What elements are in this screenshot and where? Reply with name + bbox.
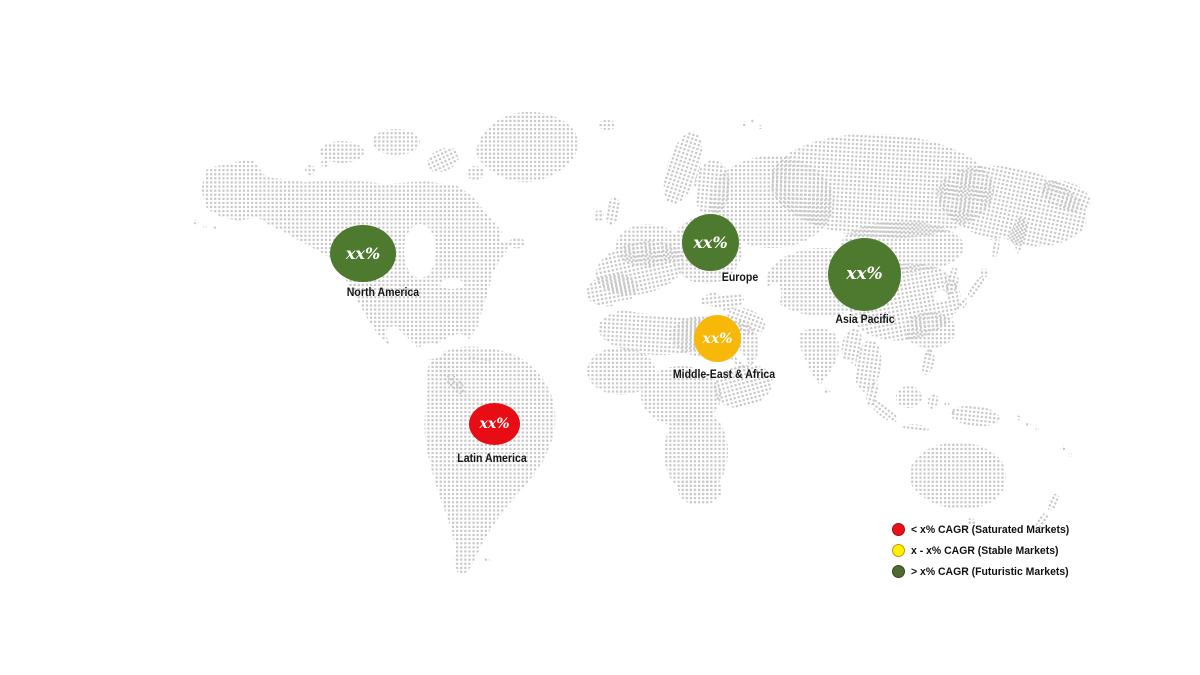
region-value: xx% bbox=[345, 243, 381, 263]
region-bubble-north-america: xx% bbox=[330, 225, 396, 282]
sea-cutouts bbox=[404, 187, 1016, 431]
legend-marker-saturated-icon bbox=[892, 523, 905, 536]
continents bbox=[201, 131, 1091, 575]
islands bbox=[193, 111, 1072, 563]
legend-item-label: > x% CAGR (Futuristic Markets) bbox=[911, 565, 1069, 578]
region-bubble-asia-pacific: xx% bbox=[828, 238, 901, 311]
legend-item-futuristic: > x% CAGR (Futuristic Markets) bbox=[892, 565, 1078, 578]
region-value: xx% bbox=[846, 264, 883, 284]
legend-item-label: < x% CAGR (Saturated Markets) bbox=[911, 523, 1070, 536]
region-bubble-europe: xx% bbox=[682, 214, 739, 271]
region-bubble-middle-east-africa: xx% bbox=[694, 315, 741, 362]
legend-item-label: x - x% CAGR (Stable Markets) bbox=[911, 544, 1059, 557]
region-label-latin-america: Latin America bbox=[457, 451, 527, 465]
region-value: xx% bbox=[702, 330, 733, 347]
region-bubble-latin-america: xx% bbox=[469, 403, 520, 445]
legend-item-stable: x - x% CAGR (Stable Markets) bbox=[892, 544, 1078, 557]
region-label-middle-east-africa: Middle-East & Africa bbox=[672, 367, 776, 381]
legend-marker-stable-icon bbox=[892, 544, 905, 557]
legend: < x% CAGR (Saturated Markets) x - x% CAG… bbox=[892, 523, 1078, 578]
region-value: xx% bbox=[479, 416, 510, 432]
region-label-asia-pacific: Asia Pacific bbox=[835, 312, 895, 326]
region-value: xx% bbox=[693, 232, 728, 252]
region-label-north-america: North America bbox=[346, 285, 420, 299]
legend-item-saturated: < x% CAGR (Saturated Markets) bbox=[892, 523, 1078, 536]
region-label-europe: Europe bbox=[721, 270, 759, 284]
legend-marker-futuristic-icon bbox=[892, 565, 905, 578]
